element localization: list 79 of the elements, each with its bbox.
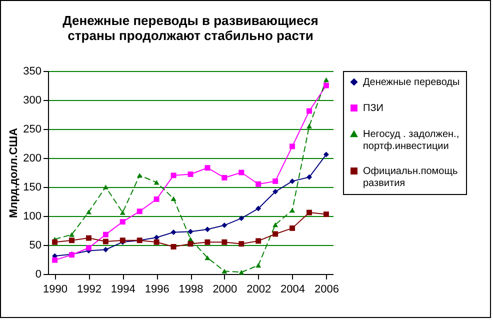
point bbox=[120, 219, 126, 225]
legend-label: Денежные переводы bbox=[363, 77, 460, 88]
point bbox=[222, 239, 228, 245]
y-tick-label: 350 bbox=[23, 66, 42, 78]
x-tick-label: 2000 bbox=[212, 284, 238, 296]
point bbox=[102, 238, 108, 244]
point bbox=[238, 270, 244, 275]
point bbox=[204, 226, 210, 232]
point bbox=[290, 144, 296, 150]
point bbox=[222, 222, 228, 228]
point bbox=[272, 231, 278, 237]
point bbox=[272, 188, 278, 194]
y-tick-label: 100 bbox=[23, 210, 42, 222]
point bbox=[323, 152, 329, 158]
point bbox=[272, 178, 278, 184]
legend-label: Официальн.помощь развития bbox=[363, 166, 458, 189]
point bbox=[238, 170, 244, 176]
point bbox=[256, 262, 262, 268]
point bbox=[154, 239, 160, 245]
point bbox=[256, 181, 262, 187]
point bbox=[290, 225, 296, 231]
x-tick-label: 2004 bbox=[280, 284, 306, 296]
point bbox=[256, 238, 262, 244]
x-tick-label: 1992 bbox=[76, 284, 102, 296]
legend-label: ПЗИ bbox=[363, 103, 384, 114]
x-tick-label: 1996 bbox=[144, 284, 170, 296]
point bbox=[306, 174, 312, 180]
x-tick-label: 2006 bbox=[314, 284, 339, 296]
y-tick-label: 200 bbox=[23, 152, 42, 164]
point bbox=[170, 172, 176, 178]
point bbox=[52, 257, 58, 263]
point bbox=[188, 172, 194, 177]
point bbox=[222, 174, 228, 180]
point bbox=[52, 239, 58, 245]
point bbox=[86, 235, 92, 241]
point bbox=[272, 222, 278, 228]
point bbox=[170, 230, 176, 235]
point bbox=[222, 268, 228, 274]
point bbox=[204, 255, 210, 260]
point bbox=[238, 216, 244, 222]
point bbox=[170, 196, 176, 201]
point bbox=[256, 206, 262, 212]
y-axis-title: Млрд.долл.США bbox=[8, 128, 20, 218]
y-tick-label: 300 bbox=[23, 94, 42, 106]
x-tick-label: 1998 bbox=[178, 284, 204, 296]
chart-title: Денежные переводы в развивающиеся страны продолжают стабильно расти bbox=[62, 13, 318, 43]
point bbox=[238, 241, 244, 247]
y-tick-label: 250 bbox=[23, 124, 42, 136]
point bbox=[188, 241, 194, 247]
point bbox=[120, 210, 126, 215]
x-tick-label: 1990 bbox=[43, 284, 68, 296]
x-tick-label: 2002 bbox=[246, 284, 272, 296]
point bbox=[154, 196, 160, 202]
point bbox=[306, 210, 312, 216]
legend-label: Негосуд . задолжен., портф.инвестиции bbox=[363, 129, 460, 152]
y-tick-label: 50 bbox=[29, 240, 42, 252]
point bbox=[290, 208, 296, 213]
y-tick-label: 150 bbox=[23, 182, 42, 194]
point bbox=[69, 238, 74, 244]
point bbox=[136, 208, 142, 214]
point bbox=[306, 108, 312, 114]
point bbox=[290, 178, 296, 184]
point bbox=[102, 246, 108, 252]
point bbox=[86, 245, 92, 251]
point bbox=[306, 124, 312, 128]
point bbox=[188, 228, 194, 234]
point bbox=[102, 184, 108, 190]
point bbox=[86, 210, 92, 214]
point bbox=[323, 82, 329, 88]
point bbox=[323, 77, 329, 82]
point bbox=[204, 239, 210, 245]
point bbox=[170, 244, 176, 250]
point bbox=[204, 165, 210, 171]
point bbox=[69, 232, 74, 237]
point bbox=[136, 173, 142, 178]
point bbox=[102, 232, 108, 238]
point bbox=[323, 212, 329, 217]
x-tick-label: 1994 bbox=[110, 284, 136, 296]
y-tick-label: 0 bbox=[35, 268, 42, 280]
